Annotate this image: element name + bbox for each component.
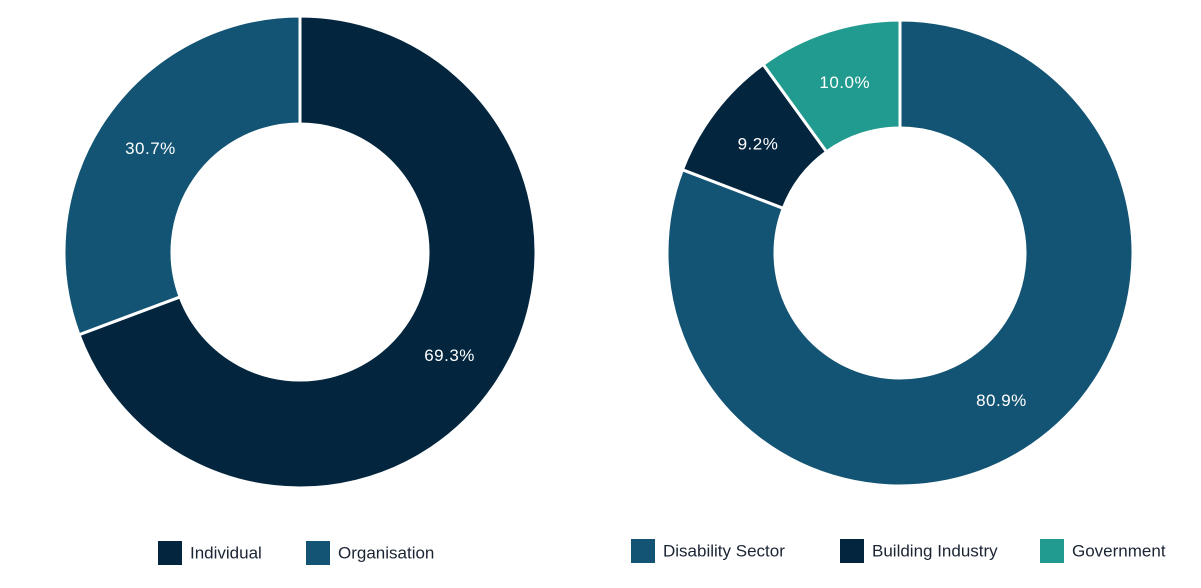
legend-swatch-individual: [158, 541, 182, 565]
legend-swatch-organisation: [306, 541, 330, 565]
slice-label-organisation: 30.7%: [125, 139, 176, 158]
legend-label-organisation: Organisation: [338, 544, 434, 563]
slice-organisation: [62, 14, 302, 337]
slice-label-disability-sector: 80.9%: [976, 391, 1027, 410]
legend-left: Individual Organisation: [158, 541, 434, 565]
donut-chart-left: 69.3% 30.7%: [62, 14, 538, 490]
legend-right: Disability Sector Building Industry Govern…: [631, 539, 1166, 563]
slice-label-building-industry: 9.2%: [738, 135, 779, 154]
legend-swatch-government: [1040, 539, 1064, 563]
legend-label-building-industry: Building Industry: [872, 542, 998, 561]
legend-label-government: Government: [1072, 542, 1166, 561]
slice-disability-sector: [665, 18, 1135, 488]
legend-label-individual: Individual: [190, 544, 262, 563]
donut-chart-right: 80.9% 9.2% 10.0%: [665, 18, 1135, 488]
legend-swatch-disability-sector: [631, 539, 655, 563]
legend-swatch-building-industry: [840, 539, 864, 563]
slice-label-government: 10.0%: [819, 73, 870, 92]
legend-label-disability-sector: Disability Sector: [663, 542, 785, 561]
slice-individual: [77, 14, 538, 490]
slice-label-individual: 69.3%: [424, 346, 475, 365]
slice-government: [761, 18, 902, 154]
